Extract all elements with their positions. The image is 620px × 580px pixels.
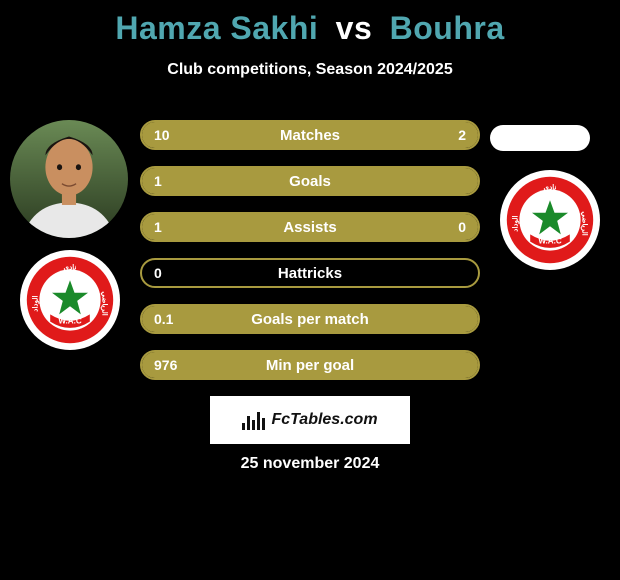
svg-text:W.A.C: W.A.C [538, 236, 562, 245]
stat-row: Min per goal976 [140, 350, 480, 380]
brand-logo: FcTables.com [210, 396, 410, 444]
svg-text:الوداد: الوداد [31, 295, 40, 311]
footer-date: 25 november 2024 [0, 455, 620, 473]
player1-club-badge: نادي الوداد الرياضي W.A.C [20, 250, 120, 350]
svg-text:الوداد: الوداد [511, 215, 520, 231]
club-badge-right-svg: نادي الوداد الرياضي W.A.C [505, 175, 595, 265]
stat-row: Goals1 [140, 166, 480, 196]
vs-separator: vs [336, 10, 373, 46]
stat-row: Matches102 [140, 120, 480, 150]
svg-text:الرياضي: الرياضي [579, 211, 589, 235]
stat-bar-left [142, 122, 421, 148]
avatar-left-svg [10, 120, 128, 238]
player1-avatar [10, 120, 128, 238]
subtitle: Club competitions, Season 2024/2025 [0, 61, 620, 79]
stat-left-value: 0 [154, 265, 162, 281]
stat-bar-left [142, 352, 478, 378]
stat-bar-left [142, 168, 478, 194]
brand-bars-icon [242, 410, 265, 430]
svg-text:الرياضي: الرياضي [99, 291, 109, 315]
stat-bar-right [421, 122, 478, 148]
player2-avatar-placeholder [490, 125, 590, 151]
stat-row: Assists10 [140, 212, 480, 242]
stat-label: Hattricks [142, 265, 478, 282]
player2-club-badge: نادي الوداد الرياضي W.A.C [500, 170, 600, 270]
comparison-card: Hamza Sakhi vs Bouhra Club competitions,… [0, 0, 620, 580]
brand-text: FcTables.com [271, 411, 377, 429]
club-banner-text: W.A.C [58, 316, 82, 325]
stat-row: Hattricks0 [140, 258, 480, 288]
svg-text:نادي: نادي [63, 262, 76, 272]
player1-name: Hamza Sakhi [115, 10, 318, 46]
stats-area: Matches102 Goals1 Assists10 Hattricks0 Goals… [140, 120, 480, 396]
svg-text:نادي: نادي [543, 182, 556, 192]
stat-bar-left [142, 214, 478, 240]
club-badge-left-svg: نادي الوداد الرياضي W.A.C [25, 255, 115, 345]
stat-bar-left [142, 306, 478, 332]
player2-name: Bouhra [390, 10, 505, 46]
page-title: Hamza Sakhi vs Bouhra [0, 0, 620, 47]
stat-row: Goals per match0.1 [140, 304, 480, 334]
